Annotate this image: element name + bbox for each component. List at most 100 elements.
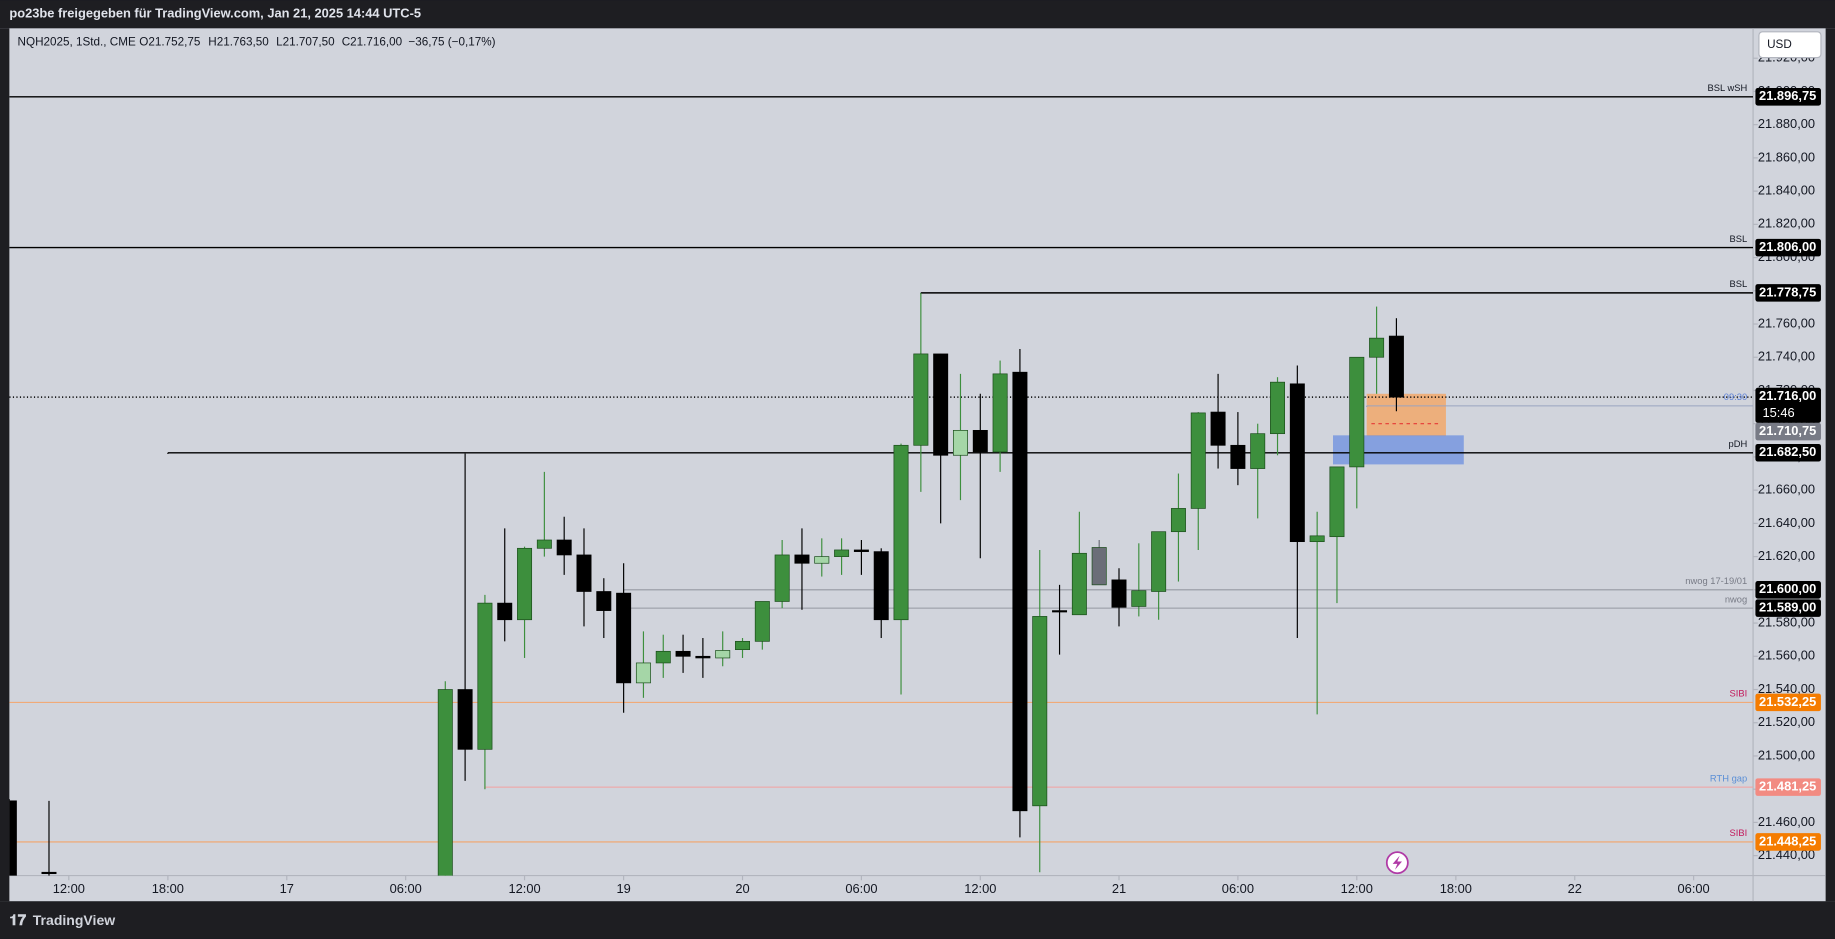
price-tag-label: 21.778,75: [1759, 284, 1816, 299]
candle-body: [41, 871, 57, 875]
y-tick-label: 21.520,00: [1758, 714, 1815, 729]
level-label: RTH gap: [1710, 773, 1747, 783]
chart-background: [0, 28, 1835, 902]
candle-body: [576, 554, 592, 592]
candle-body: [814, 556, 830, 564]
candle-body: [457, 689, 473, 750]
y-tick-label: 21.880,00: [1758, 116, 1815, 131]
y-tick-label: 21.620,00: [1758, 548, 1815, 563]
price-tag-label: 21.710,75: [1759, 423, 1816, 438]
candle-body: [695, 655, 711, 659]
zone: [1366, 393, 1446, 437]
candle-body: [1210, 411, 1226, 446]
price-tag-label: 21.682,50: [1759, 444, 1816, 459]
alert-bolt: [1392, 855, 1402, 870]
candle-body: [992, 373, 1008, 453]
y-tick-label: 21.560,00: [1758, 648, 1815, 663]
candle-body: [596, 591, 612, 611]
candle-body: [715, 650, 731, 659]
price-tag-label: 21.716,00: [1759, 388, 1816, 403]
candle-body: [1329, 466, 1345, 538]
currency[interactable]: USD: [1767, 38, 1792, 51]
candle-body: [1250, 433, 1266, 469]
level-label: BSL: [1730, 279, 1748, 289]
x-tick-label: 20: [735, 881, 749, 896]
level-label: nwog: [1725, 594, 1747, 604]
candle-body: [1349, 356, 1365, 468]
candle-body: [1270, 381, 1286, 435]
y-tick-label: 21.760,00: [1758, 315, 1815, 330]
candle-body: [893, 444, 909, 621]
price-tag-label: 21.589,00: [1759, 600, 1816, 615]
x-tick-label: 18:00: [152, 881, 184, 896]
plot-area: [9, 96, 1754, 876]
candle-body: [536, 539, 552, 549]
level-label: BSL wSH: [1708, 83, 1748, 93]
x-tick-label: 12:00: [1341, 881, 1373, 896]
x-tick-label: 06:00: [1678, 881, 1710, 896]
x-tick-label: 06:00: [390, 881, 422, 896]
level-label: SIBI: [1730, 828, 1748, 838]
y-tick-label: 21.640,00: [1758, 515, 1815, 530]
candle-body: [952, 429, 968, 456]
x-tick-label: 19: [616, 881, 630, 896]
candle-body: [834, 549, 850, 557]
candle-body: [853, 549, 869, 552]
price-tag: [1755, 833, 1821, 851]
y-tick-label: 21.540,00: [1758, 681, 1815, 696]
price-tag-label: 21.448,25: [1759, 833, 1816, 848]
y-tick-label: 21.820,00: [1758, 216, 1815, 231]
x-tick-label: 22: [1568, 881, 1582, 896]
price-tag: [1755, 778, 1821, 796]
level-label: nwog 17-19/01: [1685, 576, 1747, 586]
top-bar: [0, 0, 1835, 29]
currency-button[interactable]: [1758, 31, 1822, 59]
y-tick-label: 21.580,00: [1758, 614, 1815, 629]
x-tick-label: 12:00: [964, 881, 996, 896]
candle-body: [1170, 508, 1186, 533]
candle-body: [794, 554, 810, 564]
candle-body: [972, 429, 988, 453]
candle-body: [556, 539, 572, 556]
bottom-bar: [0, 901, 1835, 939]
candle-body: [1388, 335, 1404, 398]
candle-body: [1071, 552, 1087, 616]
price-tag: [1755, 422, 1821, 441]
logo-mark: 𝟏𝟕: [9, 912, 26, 929]
price-tag: [1755, 284, 1821, 302]
brand: TradingView: [33, 912, 115, 928]
candle-body: [873, 551, 889, 621]
left-border: [0, 28, 10, 902]
level-label: 09:30: [1724, 392, 1747, 402]
candle-body: [1012, 371, 1028, 812]
candle-body: [1289, 383, 1305, 543]
x-tick-label: 17: [280, 881, 294, 896]
price-tag: [1755, 693, 1821, 712]
candle-body: [754, 601, 770, 642]
x-tick-label: 12:00: [53, 881, 85, 896]
y-tick-label: 21.740,00: [1758, 349, 1815, 364]
candle-body: [774, 554, 790, 602]
price-tag: [1755, 581, 1821, 599]
y-tick-label: 21.660,00: [1758, 482, 1815, 497]
price-tag-label: 21.600,00: [1759, 581, 1816, 596]
price-tag: [1755, 238, 1821, 257]
candle-body: [635, 662, 651, 684]
x-tick-label: 12:00: [508, 881, 540, 896]
x-tick-label: 06:00: [1222, 881, 1254, 896]
y-tick-label: 21.500,00: [1758, 747, 1815, 762]
ohlc-open: O21.752,75: [139, 35, 201, 48]
price-tag-label: 21.806,00: [1759, 239, 1816, 254]
y-tick-label: 21.440,00: [1758, 847, 1815, 862]
candle-body: [1032, 616, 1048, 807]
candle-body: [1309, 535, 1325, 543]
ohlc-high: H21.763,50: [208, 35, 269, 48]
change: −36,75 (−0,17%): [408, 35, 495, 48]
price-tag: [1755, 599, 1821, 617]
y-tick-label: 21.460,00: [1758, 814, 1815, 829]
y-tick-label: 21.840,00: [1758, 183, 1815, 198]
candle-body: [517, 547, 533, 621]
x-tick-label: 21: [1112, 881, 1126, 896]
candle-body: [1190, 412, 1206, 509]
x-tick-label: 18:00: [1440, 881, 1472, 896]
